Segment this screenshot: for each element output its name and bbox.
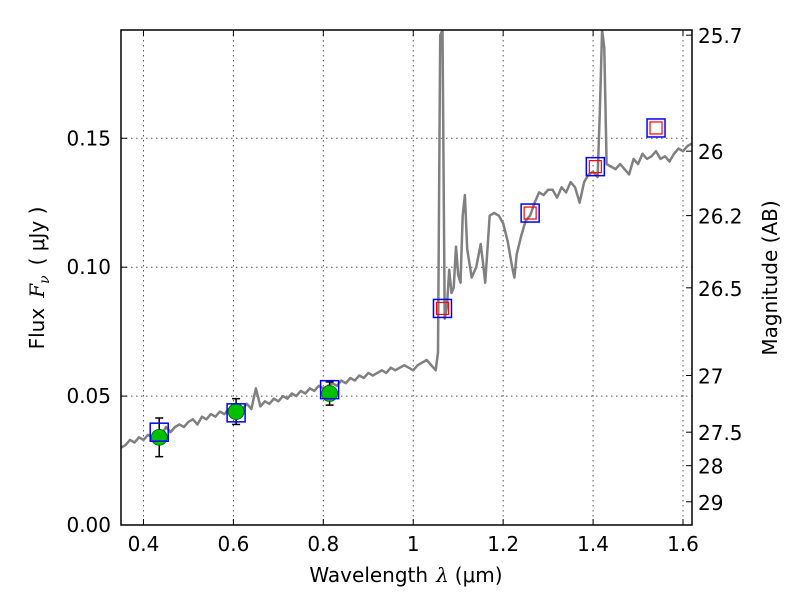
x-tick-label: 0.4 [128, 532, 160, 556]
photometry-point [227, 403, 245, 420]
y-tick-label: 0.00 [66, 513, 111, 537]
mag-tick-label: 26.2 [698, 205, 743, 229]
photometry-point [321, 385, 339, 402]
observed-square-marker [588, 160, 602, 174]
mag-tick-label: 29 [698, 491, 723, 515]
mag-tick-label: 28 [698, 455, 723, 479]
observed-square-marker [649, 121, 663, 135]
model-square-marker [149, 422, 169, 442]
mag-tick-label: 25.7 [698, 24, 743, 48]
observed-square-marker [435, 301, 450, 316]
x-tick-label: 1.4 [577, 532, 609, 556]
y-tick-label: 0.15 [66, 126, 111, 150]
model-square-marker [226, 403, 246, 423]
x-axis-label: Wavelength λ (μm) [309, 563, 502, 587]
model-square-marker [646, 118, 666, 138]
x-tick-label: 1.2 [487, 532, 519, 556]
y-axis-label: FluxFν( μJy ) [25, 207, 53, 350]
mag-tick-label: 26 [698, 140, 723, 164]
x-tick-label: 0.6 [217, 532, 249, 556]
y-tick-label: 0.05 [66, 384, 111, 408]
y2-axis-label: Magnitude (AB) [758, 200, 782, 355]
mag-tick-label: 27.5 [698, 421, 743, 445]
x-tick-label: 1.6 [667, 532, 699, 556]
tick-layer: 0.4 0.6 0.8 1 1.2 1.4 1.6 0.00 0.05 0.10 0.15 25.7 2… [66, 24, 742, 556]
model-square-marker [432, 298, 453, 319]
model-square-marker [319, 379, 340, 400]
plot-frame [120, 29, 693, 526]
model-square-marker [585, 156, 606, 177]
y-tick-label: 0.10 [66, 255, 111, 279]
observed-square-marker [523, 206, 537, 220]
x-tick-label: 0.8 [307, 532, 339, 556]
x-tick-label: 1 [407, 532, 420, 556]
mag-tick-label: 27 [698, 364, 723, 388]
plot-area [121, 30, 692, 458]
grid-layer [121, 30, 692, 525]
mag-tick-label: 26.5 [698, 277, 743, 301]
spectrum-line [121, 30, 692, 449]
model-square-marker [520, 203, 540, 223]
photometry-point [150, 428, 168, 446]
plot-layer [121, 30, 692, 458]
